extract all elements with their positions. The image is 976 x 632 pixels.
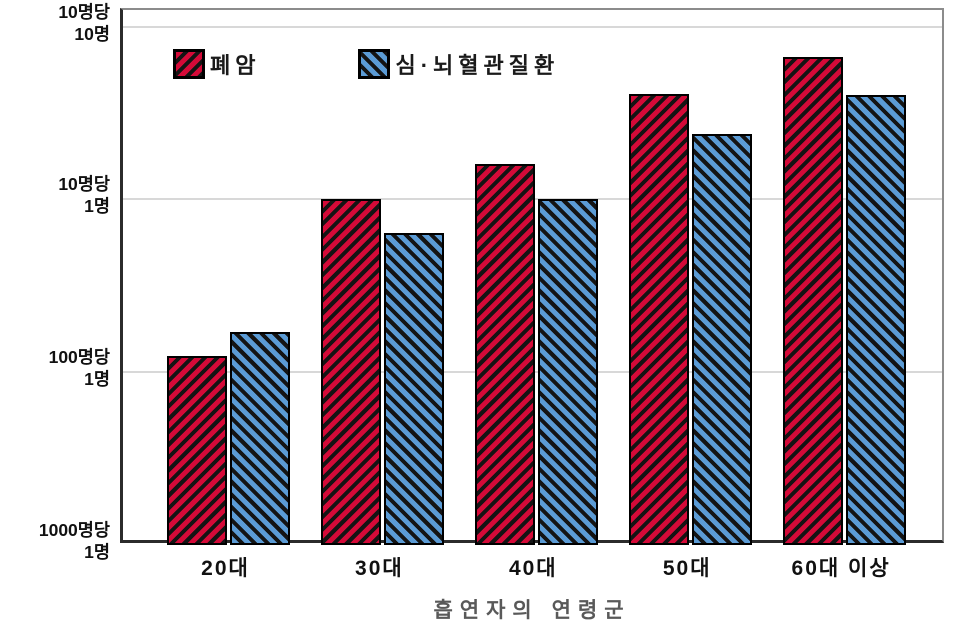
bar-cardio-cerebrovascular-30대 (383, 232, 444, 545)
x-tick-label: 30대 (355, 557, 404, 580)
y-tick-label: 10명당 1명 (58, 174, 110, 217)
legend-item-cardio-cerebrovascular: 심·뇌혈관질환 (358, 48, 559, 80)
legend-item-lung-cancer: 폐암 (173, 48, 260, 80)
x-axis-title: 흡연자의 연령군 (433, 599, 631, 622)
y-tick-label: 10명당 10명 (58, 1, 110, 44)
bar-cardio-cerebrovascular-50대 (691, 133, 752, 545)
bar-cardio-cerebrovascular-60대 이상 (845, 95, 906, 545)
x-tick-label: 50대 (662, 557, 712, 580)
bar-cardio-cerebrovascular-20대 (230, 332, 290, 545)
x-tick-label: 60대 이상 (791, 557, 891, 580)
bar-lung-cancer-50대 (628, 93, 689, 545)
y-tick-label: 100명당 1명 (48, 347, 110, 390)
legend-label-cardio-cerebrovascular: 심·뇌혈관질환 (395, 53, 560, 78)
y-tick-label: 1000명당 1명 (38, 520, 110, 562)
plot-area: 폐암 심·뇌혈관질환 (120, 8, 944, 545)
legend-label-lung-cancer: 폐암 (210, 53, 261, 78)
legend-swatch-cardio-cerebrovascular (358, 49, 391, 79)
bar-lung-cancer-20대 (167, 355, 227, 545)
legend: 폐암 심·뇌혈관질환 (173, 48, 559, 80)
legend-swatch-lung-cancer (173, 49, 205, 79)
bar-lung-cancer-60대 이상 (782, 56, 843, 545)
x-tick-label: 40대 (508, 557, 558, 580)
x-tick-label: 20대 (201, 557, 250, 580)
gridline (123, 25, 942, 28)
bar-lung-cancer-40대 (474, 164, 535, 545)
bar-lung-cancer-30대 (320, 198, 381, 545)
bar-cardio-cerebrovascular-40대 (537, 199, 598, 545)
